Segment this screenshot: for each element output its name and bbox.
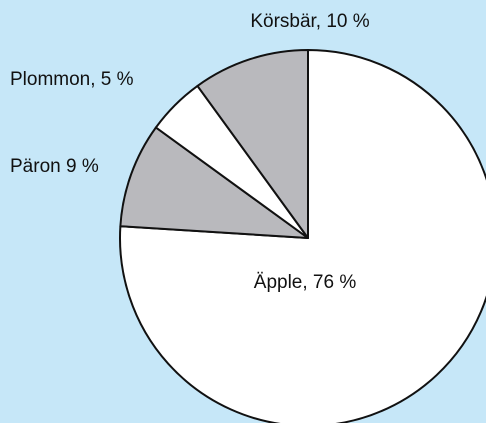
pie-slice: [119, 49, 486, 423]
pie-slice: [119, 126, 309, 239]
slice-label: Körsbär, 10 %: [250, 11, 369, 32]
slice-label: Päron 9 %: [10, 156, 99, 177]
slice-label: Äpple, 76 %: [254, 272, 357, 293]
slice-label: Plommon, 5 %: [10, 69, 134, 90]
pie-slice: [196, 49, 309, 239]
